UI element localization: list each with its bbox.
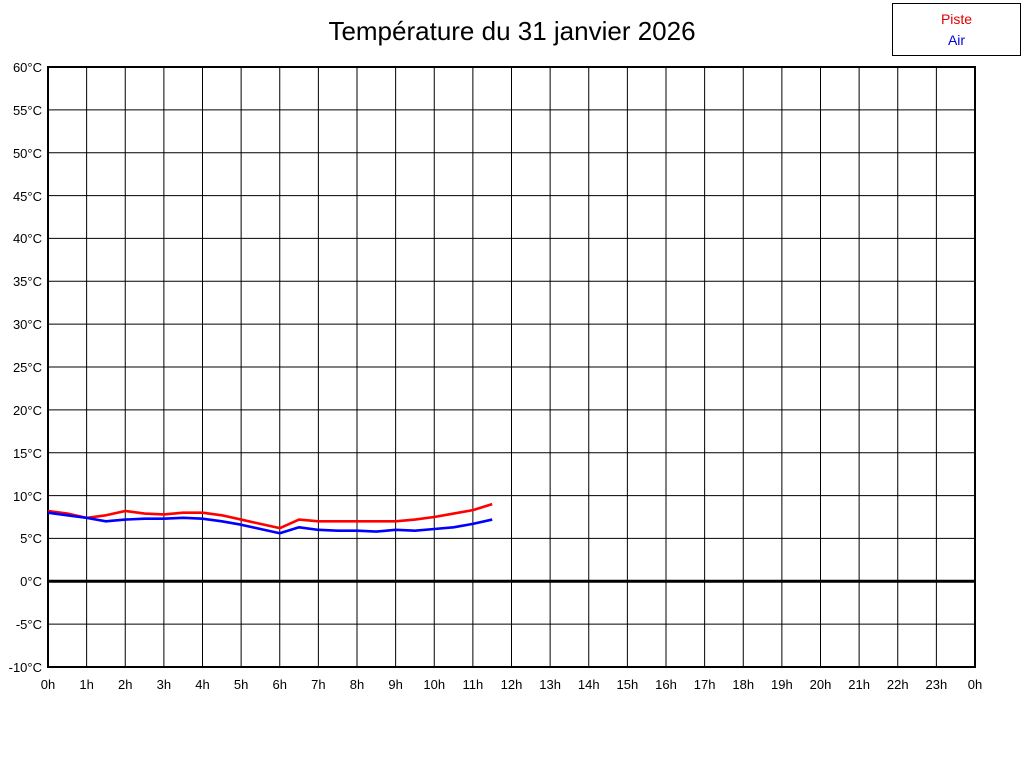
y-tick-label: 0°C [20,574,42,590]
y-tick-label: 25°C [12,360,42,375]
x-tick-label: 2h [118,677,133,692]
y-tick-label: 55°C [12,102,42,118]
x-tick-label: 9h [388,677,403,692]
y-tick-label: 50°C [12,145,42,161]
y-tick-label: 40°C [12,231,42,247]
legend-item-piste: Piste [940,10,973,27]
legend-item-air: Air [947,32,966,49]
y-tick-label: 20°C [12,402,42,418]
x-tick-label: 13h [539,677,561,692]
y-tick-label: 15°C [12,445,42,461]
x-tick-label: 8h [349,677,365,692]
x-tick-label: 21h [848,677,870,692]
x-tick-label: 7h [311,677,326,692]
x-tick-label: 14h [577,677,600,692]
x-tick-label: 10h [423,677,446,692]
y-tick-label: 5°C [20,531,42,547]
y-tick-label: 60°C [12,60,42,75]
x-tick-label: 6h [272,677,287,692]
y-tick-label: 10°C [12,488,42,504]
x-tick-label: 1h [79,677,94,692]
x-tick-label: 20h [809,677,832,692]
y-tick-label: 45°C [12,188,42,204]
x-tick-label: 5h [233,677,249,692]
x-tick-label: 4h [195,677,210,692]
x-tick-label: 11h [462,677,484,692]
y-tick-label: -10°C [8,660,42,675]
x-tick-label: 3h [156,677,172,692]
x-tick-label: 18h [732,677,755,692]
x-tick-label: 15h [616,677,639,692]
x-tick-label: 17h [693,677,716,692]
x-tick-label: 0h [967,677,983,692]
x-tick-label: 12h [500,677,523,692]
y-tick-label: -5°C [15,617,42,633]
plot-border [47,66,976,668]
x-tick-label: 22h [886,677,909,692]
chart-title: Température du 31 janvier 2026 [328,16,696,46]
series-line-air [47,511,493,535]
legend-box: Piste Air [892,3,1021,56]
x-tick-label: 23h [925,677,948,692]
y-tick-label: 30°C [12,317,42,333]
x-tick-label: 0h [40,677,56,692]
y-tick-label: 35°C [12,274,42,290]
x-tick-label: 19h [771,677,793,692]
series-line-piste [47,502,493,530]
x-tick-label: 16h [655,677,677,692]
